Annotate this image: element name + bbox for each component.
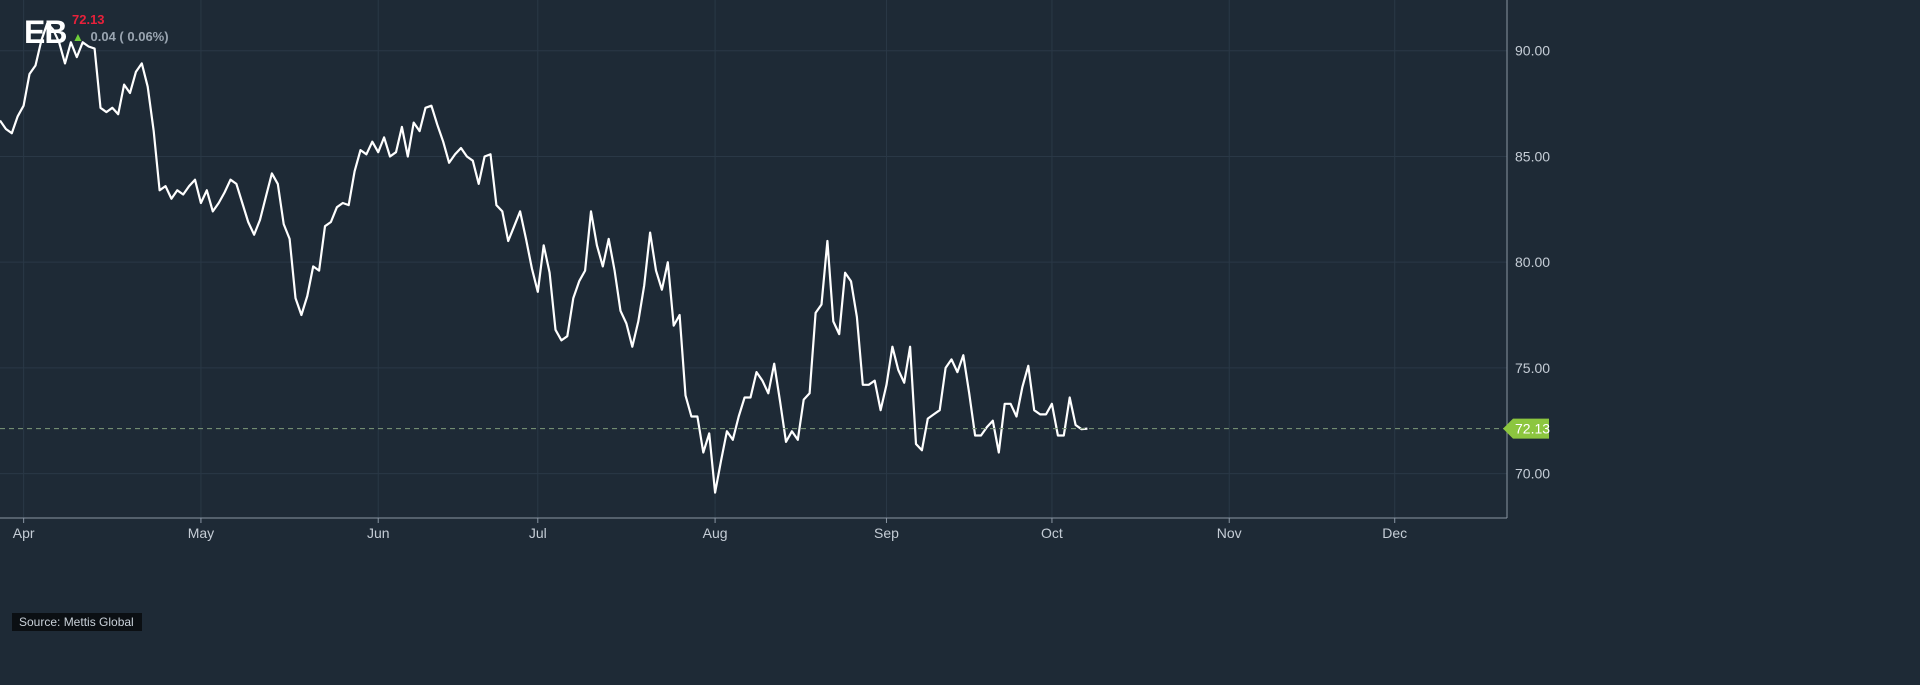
last-price-marker: 72.13 (0, 418, 1550, 439)
price-change: ▲ 0.04 ( 0.06%) (72, 29, 169, 44)
grid (0, 0, 1507, 518)
ticker-symbol: EB (24, 14, 67, 50)
x-tick-label: Aug (703, 525, 728, 541)
y-tick-label: 85.00 (1515, 148, 1550, 164)
y-tick-label: 70.00 (1515, 466, 1550, 482)
x-tick-label: Dec (1382, 525, 1407, 541)
up-arrow-icon: ▲ (72, 30, 84, 44)
x-tick-label: Nov (1217, 525, 1242, 541)
x-tick-label: Apr (13, 525, 35, 541)
last-price-tag-label: 72.13 (1515, 421, 1550, 437)
x-tick-label: Oct (1041, 525, 1063, 541)
series-layer (0, 22, 1088, 494)
x-tick-label: Sep (874, 525, 899, 541)
x-tick-label: Jul (529, 525, 547, 541)
axes: 70.00 75.00 80.00 85.00 90.00 Apr May Jun Jul Aug… (0, 0, 1550, 541)
y-tick-label: 80.00 (1515, 254, 1550, 270)
price-line (0, 22, 1088, 494)
price-change-value: 0.04 ( 0.06%) (90, 29, 169, 44)
last-price: 72.13 (72, 12, 105, 27)
x-tick-label: Jun (367, 525, 390, 541)
y-tick-label: 75.00 (1515, 360, 1550, 376)
source-label: Source: Mettis Global (12, 613, 142, 631)
last-price-tag (1503, 418, 1549, 439)
x-tick-label: May (188, 525, 214, 541)
y-tick-label: 90.00 (1515, 43, 1550, 59)
